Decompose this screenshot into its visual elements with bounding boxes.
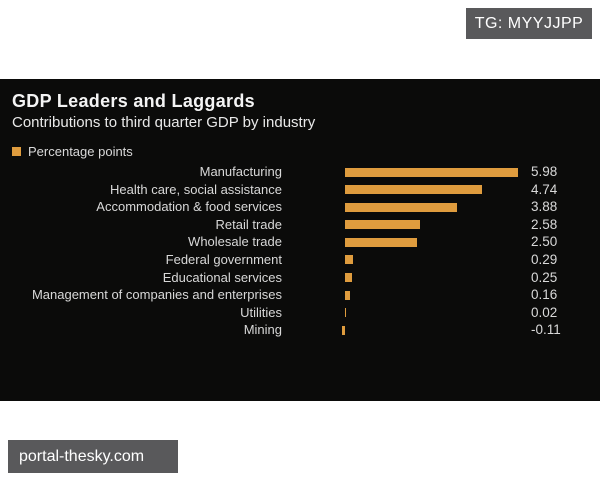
legend: Percentage points bbox=[12, 144, 133, 159]
chart-row: Wholesale trade 2.50 bbox=[0, 233, 600, 251]
watermark-top-text: TG: MYYJJPP bbox=[474, 14, 584, 32]
chart-row: Mining -0.11 bbox=[0, 321, 600, 339]
value-label: 0.02 bbox=[531, 304, 558, 320]
value-label: 2.50 bbox=[531, 234, 558, 250]
bar bbox=[345, 255, 354, 265]
category-label: Utilities bbox=[240, 304, 282, 320]
value-label: 2.58 bbox=[531, 216, 558, 232]
bar bbox=[345, 290, 350, 300]
chart-row: Accommodation & food services 3.88 bbox=[0, 198, 600, 216]
watermark-bottom-text: portal-thesky.com bbox=[19, 447, 145, 465]
category-label: Educational services bbox=[162, 269, 282, 285]
chart-row: Federal government 0.29 bbox=[0, 251, 600, 269]
value-label: 0.29 bbox=[531, 251, 558, 267]
value-label: 4.74 bbox=[531, 181, 558, 197]
chart-row: Retail trade 2.58 bbox=[0, 216, 600, 234]
bar bbox=[345, 167, 518, 177]
bar bbox=[345, 273, 353, 283]
category-label: Retail trade bbox=[215, 216, 282, 232]
value-label: 0.16 bbox=[531, 287, 558, 303]
bar bbox=[345, 202, 458, 212]
category-label: Wholesale trade bbox=[188, 234, 282, 250]
chart-row: Health care, social assistance 4.74 bbox=[0, 181, 600, 199]
chart-row: Manufacturing 5.98 bbox=[0, 163, 600, 181]
chart-subtitle: Contributions to third quarter GDP by in… bbox=[12, 114, 316, 131]
bar-chart: Manufacturing 5.98 Health care, social a… bbox=[0, 163, 600, 339]
chart-title: GDP Leaders and Laggards bbox=[12, 91, 255, 111]
chart-row: Management of companies and enterprises … bbox=[0, 286, 600, 304]
category-label: Manufacturing bbox=[199, 164, 282, 179]
bar bbox=[341, 325, 345, 335]
value-label: -0.11 bbox=[531, 322, 561, 338]
category-label: Health care, social assistance bbox=[110, 181, 282, 197]
bar bbox=[345, 185, 482, 195]
value-label: 5.98 bbox=[531, 164, 558, 179]
watermark-top-badge: TG: MYYJJPP bbox=[466, 8, 592, 39]
category-label: Management of companies and enterprises bbox=[31, 287, 282, 303]
legend-label: Percentage points bbox=[28, 144, 133, 159]
value-label: 3.88 bbox=[531, 199, 558, 215]
chart-row: Utilities 0.02 bbox=[0, 304, 600, 322]
value-label: 0.25 bbox=[531, 269, 558, 285]
bar bbox=[345, 308, 346, 318]
bar bbox=[345, 220, 420, 230]
chart-panel: GDP Leaders and Laggards Contributions t… bbox=[0, 79, 600, 401]
chart-row: Educational services 0.25 bbox=[0, 269, 600, 287]
category-label: Accommodation & food services bbox=[96, 199, 282, 215]
bar bbox=[345, 237, 418, 247]
category-label: Mining bbox=[243, 322, 282, 338]
watermark-bottom-badge: portal-thesky.com bbox=[8, 440, 178, 473]
legend-swatch-icon bbox=[12, 147, 21, 156]
category-label: Federal government bbox=[165, 251, 282, 267]
